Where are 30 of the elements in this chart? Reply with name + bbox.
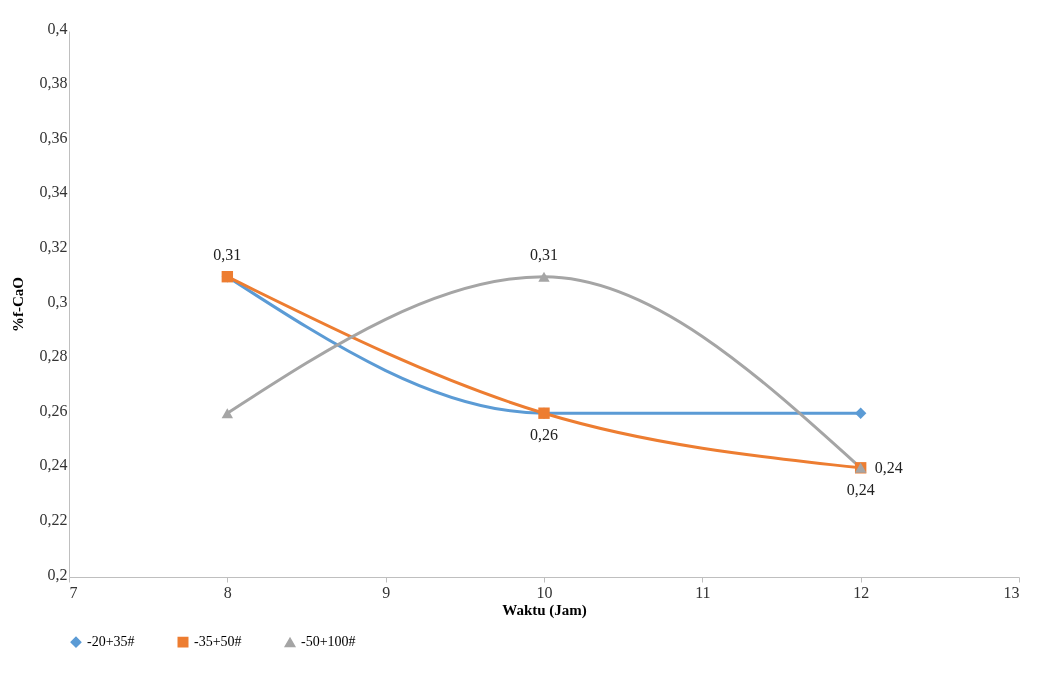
data-label: 0,26 [530,426,558,444]
y-tick-label: 0,34 [39,183,68,201]
legend-label: -20+35# [87,634,135,650]
data-label: 0,31 [213,245,242,263]
x-tick-label: 11 [695,583,711,601]
x-tick-label: 13 [1003,583,1020,601]
y-tick-label: 0,24 [39,456,68,474]
y-tick-label: 0,2 [47,565,68,583]
x-tick-label: 10 [536,583,553,601]
y-tick-label: 0,3 [47,292,68,310]
data-label: 0,24 [874,458,903,476]
data-label: 0,31 [530,245,558,263]
x-tick-label: 12 [853,583,870,601]
legend-label: -35+50# [194,634,242,650]
y-tick-label: 0,28 [39,347,68,365]
y-tick-label: 0,26 [39,401,68,419]
x-tick-label: 8 [223,583,232,601]
legend-label: -50+100# [301,634,356,650]
data-label: 0,24 [846,480,875,498]
y-axis-title: %f-CaO [9,277,26,332]
x-axis-title: Waktu (Jam) [502,601,587,619]
y-tick-label: 0,32 [39,237,68,255]
point [221,408,234,419]
y-tick-label: 0,4 [47,19,68,37]
y-tick-label: 0,36 [39,128,68,146]
x-tick-label: 9 [382,583,391,601]
point [538,271,550,282]
x-tick-label: 7 [69,583,78,601]
y-tick-label: 0,22 [39,510,68,528]
y-tick-label: 0,38 [39,74,68,92]
